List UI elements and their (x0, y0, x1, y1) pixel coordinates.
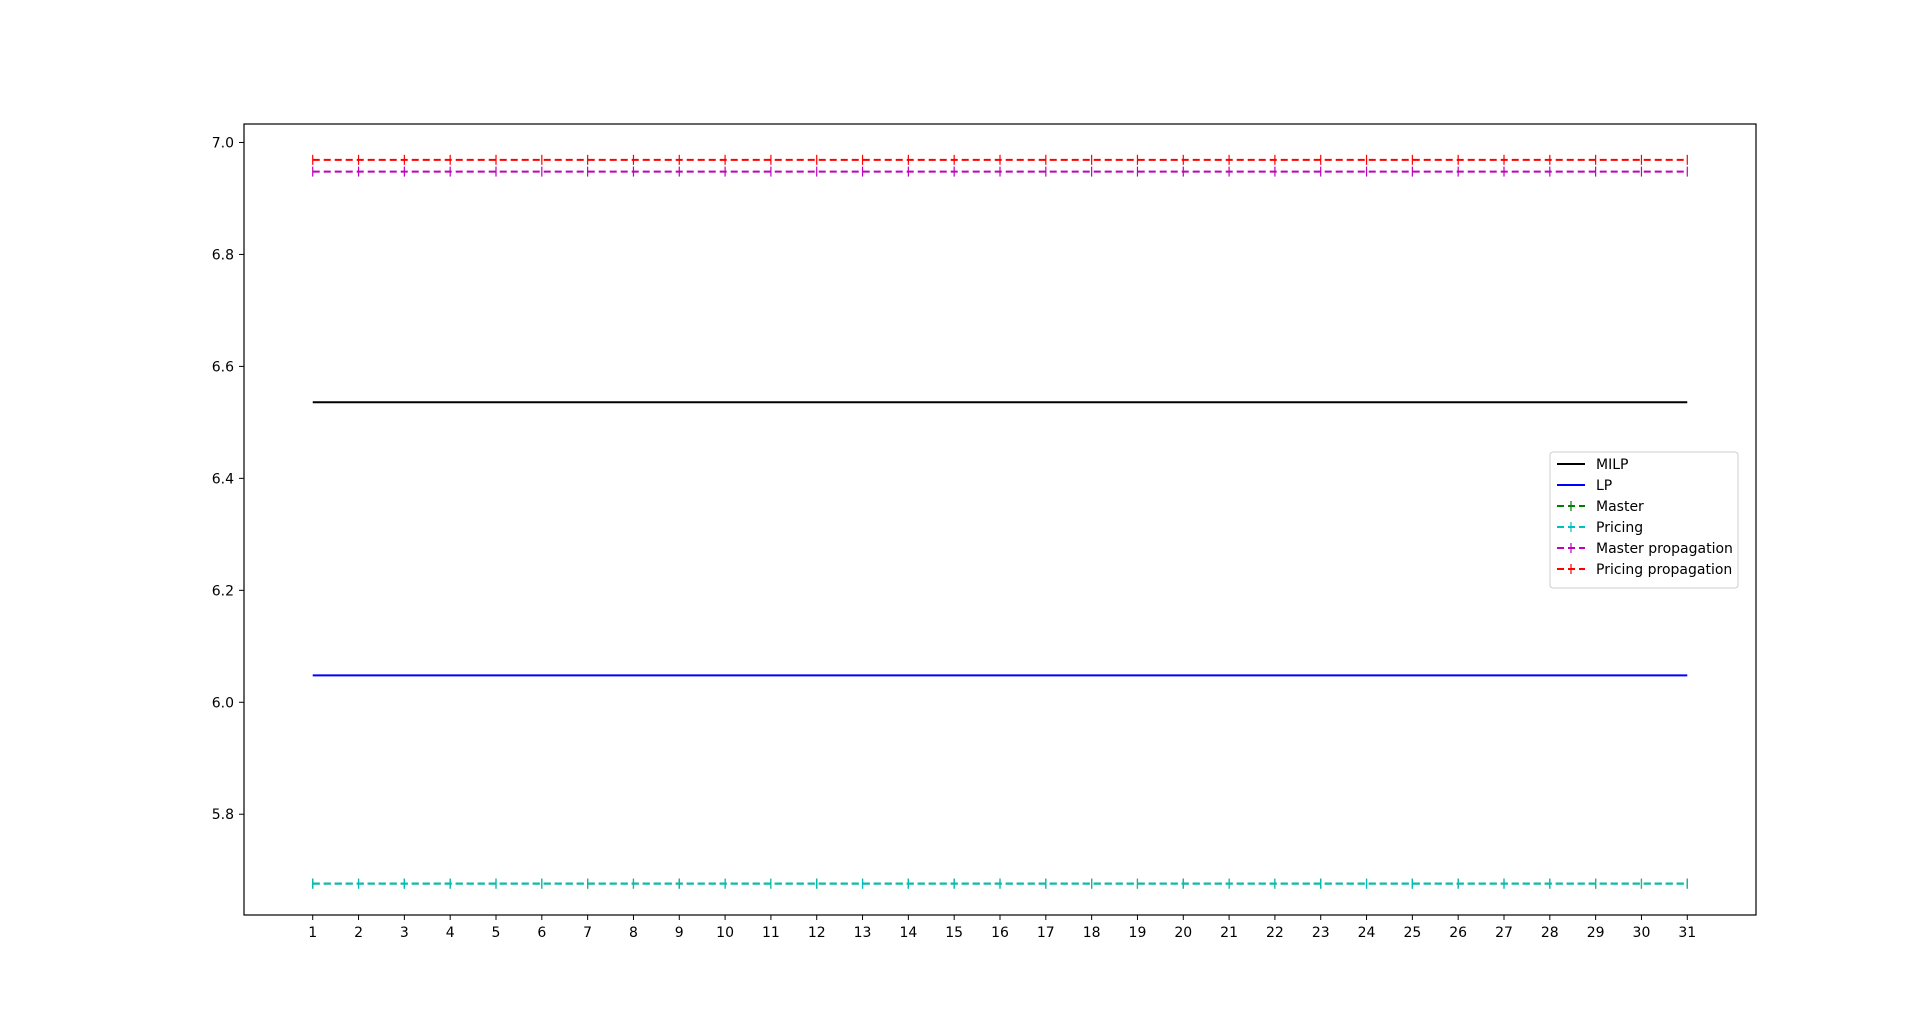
x-tick-label: 11 (762, 925, 780, 941)
y-tick-label: 6.6 (212, 359, 234, 375)
x-tick-label: 7 (583, 925, 592, 941)
x-tick-label: 29 (1587, 925, 1605, 941)
x-tick-label: 18 (1083, 925, 1101, 941)
legend: MILP LP Master Pricing Master propagation Pri… (1549, 451, 1739, 589)
legend-label-pricing-propagation: Pricing propagation (1596, 562, 1732, 578)
x-tick-label: 3 (400, 925, 409, 941)
legend-label-pricing: Pricing (1596, 520, 1643, 536)
y-tick-label: 6.2 (212, 583, 234, 599)
legend-label-lp: LP (1596, 478, 1612, 494)
x-tick-label: 16 (991, 925, 1009, 941)
y-tick-label: 6.4 (212, 471, 234, 487)
x-tick-label: 25 (1403, 925, 1421, 941)
x-tick-label: 8 (629, 925, 638, 941)
y-tick-label: 6.8 (212, 247, 234, 263)
x-tick-label: 2 (354, 925, 363, 941)
x-tick-label: 22 (1266, 925, 1284, 941)
x-tick-label: 1 (308, 925, 317, 941)
x-tick-label: 14 (899, 925, 917, 941)
x-tick-label: 17 (1037, 925, 1055, 941)
x-axis-ticks: 1 2 3 4 5 6 7 8 9 10 11 12 13 14 15 16 17 18 19 20 21 22 23 24 2… (308, 915, 1696, 941)
legend-label-milp: MILP (1596, 457, 1628, 473)
y-tick-label: 5.8 (212, 807, 234, 823)
x-tick-label: 6 (537, 925, 546, 941)
x-tick-label: 12 (808, 925, 826, 941)
x-tick-label: 27 (1495, 925, 1513, 941)
x-tick-label: 10 (716, 925, 734, 941)
x-tick-label: 9 (675, 925, 684, 941)
x-tick-label: 24 (1358, 925, 1376, 941)
y-tick-label: 7.0 (212, 135, 234, 151)
x-tick-label: 21 (1220, 925, 1238, 941)
x-tick-label: 23 (1312, 925, 1330, 941)
x-tick-label: 19 (1129, 925, 1147, 941)
x-tick-label: 13 (854, 925, 872, 941)
x-tick-label: 30 (1633, 925, 1651, 941)
x-tick-label: 26 (1449, 925, 1467, 941)
legend-label-master-propagation: Master propagation (1596, 541, 1733, 557)
y-tick-label: 6.0 (212, 695, 234, 711)
series-layer (312, 154, 1688, 889)
x-tick-label: 28 (1541, 925, 1559, 941)
x-tick-label: 15 (945, 925, 963, 941)
y-axis-ticks: 5.8 6.0 6.2 6.4 6.6 6.8 7.0 (212, 135, 244, 823)
x-tick-label: 5 (492, 925, 501, 941)
x-tick-label: 31 (1678, 925, 1696, 941)
x-tick-label: 4 (446, 925, 455, 941)
legend-box (1549, 451, 1739, 589)
legend-label-master: Master (1596, 499, 1644, 515)
x-tick-label: 20 (1174, 925, 1192, 941)
